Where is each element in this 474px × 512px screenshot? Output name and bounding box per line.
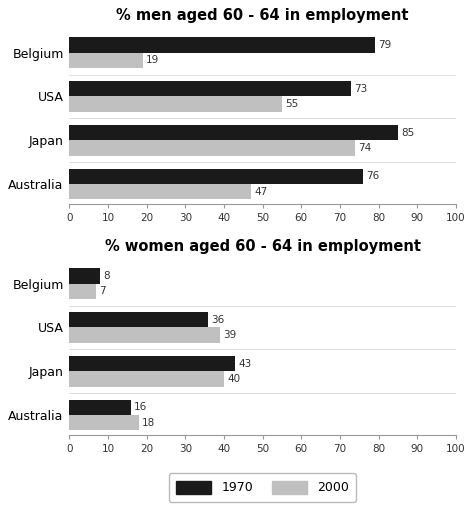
Bar: [69, 312, 209, 328]
Text: 36: 36: [211, 315, 225, 325]
Bar: [69, 268, 100, 284]
Bar: [69, 53, 143, 68]
Bar: [69, 125, 398, 140]
Text: 85: 85: [401, 127, 414, 138]
Bar: [69, 140, 356, 156]
Text: 39: 39: [223, 330, 237, 340]
Text: 76: 76: [366, 172, 379, 181]
Text: 16: 16: [134, 402, 147, 412]
Bar: [69, 184, 251, 199]
Bar: [69, 284, 96, 299]
Bar: [69, 81, 352, 96]
Text: 8: 8: [103, 271, 110, 281]
Text: 55: 55: [285, 99, 298, 109]
Text: 47: 47: [254, 186, 267, 197]
Text: 19: 19: [146, 55, 159, 66]
Bar: [69, 168, 363, 184]
Title: % men aged 60 - 64 in employment: % men aged 60 - 64 in employment: [116, 8, 409, 24]
Bar: [69, 400, 131, 415]
Text: 79: 79: [378, 40, 391, 50]
Text: 74: 74: [358, 143, 372, 153]
Title: % women aged 60 - 64 in employment: % women aged 60 - 64 in employment: [105, 239, 420, 254]
Bar: [69, 415, 139, 430]
Bar: [69, 37, 374, 53]
Bar: [69, 96, 282, 112]
Text: 18: 18: [142, 418, 155, 428]
Text: 43: 43: [238, 358, 252, 369]
Legend: 1970, 2000: 1970, 2000: [169, 473, 356, 502]
Text: 73: 73: [355, 84, 368, 94]
Text: 7: 7: [100, 286, 106, 296]
Bar: [69, 356, 236, 371]
Text: 40: 40: [227, 374, 240, 384]
Bar: [69, 371, 224, 387]
Bar: [69, 328, 220, 343]
